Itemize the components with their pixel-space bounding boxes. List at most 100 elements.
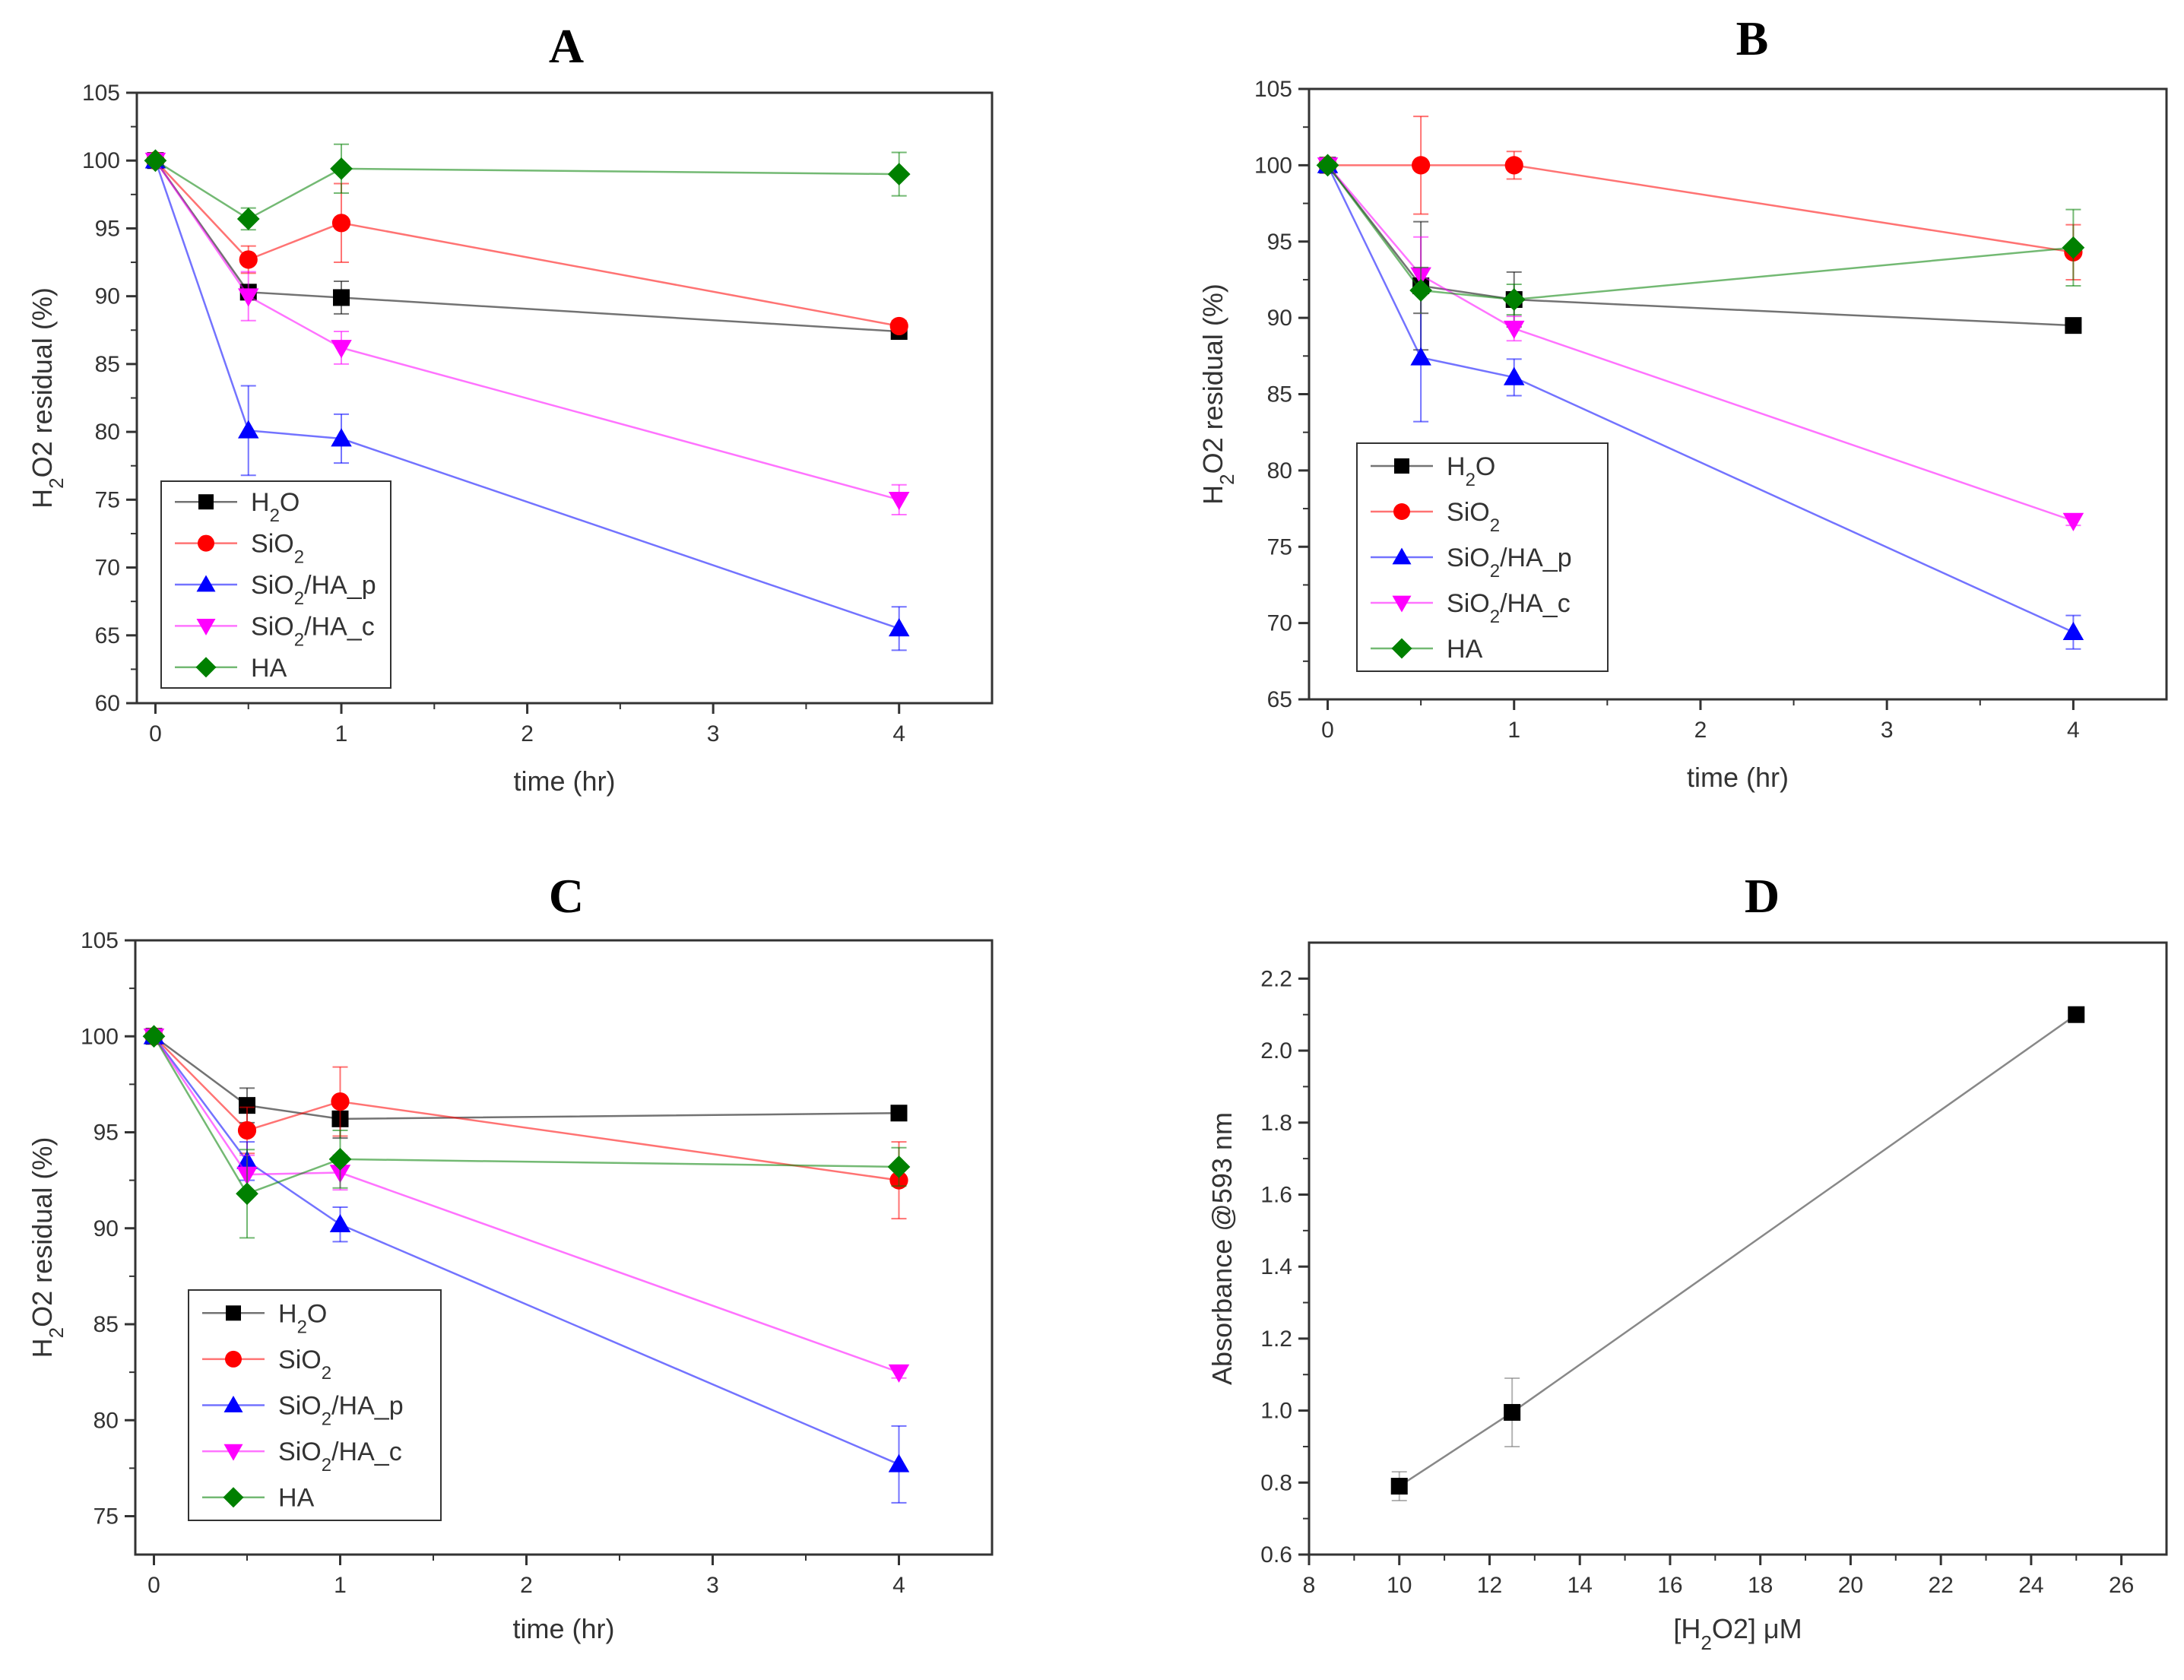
x-axis-title: time (hr) xyxy=(512,1613,614,1644)
x-tick-label: 18 xyxy=(1748,1573,1773,1598)
y-tick-label: 90 xyxy=(95,284,120,309)
panel-letter: D xyxy=(1745,869,1780,923)
x-tick-label: 3 xyxy=(706,1573,719,1598)
legend-label: SiO2/HA_p xyxy=(1447,544,1572,582)
legend-marker xyxy=(226,1305,241,1321)
legend-marker xyxy=(223,1444,243,1461)
y-tick-label: 75 xyxy=(95,487,120,512)
y-tick-label: 75 xyxy=(1267,534,1292,559)
data-point xyxy=(1503,366,1525,385)
series-ha xyxy=(144,143,911,231)
data-point xyxy=(1504,156,1523,175)
chart-panel-d: D 0.6 0.8 1.0 1.2 1.4 1.6 1.8 2.0 2.2 8 10 12 14 16 18 2… xyxy=(1206,869,2168,1654)
y-tick-label: 95 xyxy=(1267,230,1292,255)
x-tick-label: 4 xyxy=(892,721,905,746)
data-point xyxy=(1502,288,1526,311)
y-tick-label: 80 xyxy=(1267,458,1292,483)
x-tick-label: 1 xyxy=(1507,718,1520,743)
y-tick-label: 1.8 xyxy=(1260,1111,1292,1136)
data-point xyxy=(1316,154,1339,177)
y-tick-label: 80 xyxy=(95,420,120,445)
x-tick-label: 24 xyxy=(2018,1573,2043,1598)
y-tick-label: 75 xyxy=(94,1504,119,1529)
y-tick-label: 60 xyxy=(95,691,120,716)
x-tick-label: 26 xyxy=(2109,1573,2134,1598)
x-tick-label: 1 xyxy=(335,721,348,746)
x-tick-label: 0 xyxy=(147,1573,160,1598)
x-tick-label: 20 xyxy=(1838,1573,1863,1598)
y-tick-label: 1.4 xyxy=(1260,1254,1292,1279)
legend-label: SiO2/HA_p xyxy=(251,571,376,609)
legend-label: H2O xyxy=(278,1299,327,1337)
chart-panel-c: C 75 80 85 90 95 100 105 0 1 2 3 4 time (hr) H2O2 resi… xyxy=(27,869,994,1644)
data-point xyxy=(333,289,350,306)
y-tick-label: 1.0 xyxy=(1260,1399,1292,1424)
y-tick-label: 85 xyxy=(95,352,120,377)
y-tick-label: 80 xyxy=(94,1408,119,1433)
x-tick-label: 2 xyxy=(521,721,534,746)
data-point xyxy=(2062,236,2085,259)
series-line xyxy=(154,160,900,501)
y-tick-label: 100 xyxy=(81,1024,119,1049)
panel-letter: C xyxy=(549,869,584,923)
data-point xyxy=(237,420,259,439)
y-tick-label: 90 xyxy=(94,1216,119,1241)
y-tick-label: 70 xyxy=(1267,611,1292,636)
legend-marker xyxy=(196,575,216,592)
data-point xyxy=(236,1182,258,1206)
series-line xyxy=(154,160,899,333)
y-tick-label: 65 xyxy=(95,623,120,648)
x-axis-title: time (hr) xyxy=(513,766,615,797)
legend-label: HA xyxy=(1447,635,1483,664)
data-point xyxy=(890,1105,908,1122)
x-tick-label: 14 xyxy=(1567,1573,1593,1598)
x-tick-label: 2 xyxy=(520,1573,533,1598)
y-tick-label: 100 xyxy=(82,148,120,173)
y-tick-label: 2.2 xyxy=(1260,966,1292,991)
data-point xyxy=(331,1092,350,1111)
data-point xyxy=(328,1148,352,1171)
series-line xyxy=(1327,164,2074,327)
x-tick-label: 4 xyxy=(892,1573,905,1598)
x-tick-label: 4 xyxy=(2067,718,2080,743)
x-axis-title: time (hr) xyxy=(1687,762,1789,793)
y-tick-label: 70 xyxy=(95,556,120,581)
series-line xyxy=(1327,164,2074,254)
data-point xyxy=(239,1097,255,1114)
y-tick-label: 85 xyxy=(1267,382,1292,407)
legend-label: SiO2 xyxy=(278,1346,331,1384)
series-line xyxy=(153,1035,899,1466)
x-tick-label: 12 xyxy=(1477,1573,1502,1598)
data-point xyxy=(889,316,908,336)
data-point xyxy=(1412,156,1431,175)
legend-marker xyxy=(195,657,217,678)
series-ha xyxy=(142,1025,911,1239)
data-point xyxy=(888,1453,910,1472)
x-tick-label: 10 xyxy=(1387,1573,1412,1598)
data-point xyxy=(888,1364,910,1383)
legend-marker xyxy=(223,1396,243,1412)
data-point xyxy=(888,492,910,511)
legend-label: H2O xyxy=(1447,452,1495,490)
series-h2o xyxy=(147,152,908,341)
series-line xyxy=(153,1035,899,1181)
series-line xyxy=(153,1035,899,1121)
x-tick-label: 22 xyxy=(1928,1573,1953,1598)
y-tick-label: 105 xyxy=(82,81,120,106)
legend-marker xyxy=(1394,458,1409,474)
y-tick-label: 0.6 xyxy=(1260,1542,1292,1567)
data-point xyxy=(888,618,910,637)
data-point xyxy=(236,208,260,230)
plot-frame xyxy=(1308,941,2168,1556)
x-tick-label: 3 xyxy=(707,721,720,746)
series-line xyxy=(1399,1013,2077,1488)
data-point xyxy=(1503,320,1525,339)
legend-marker xyxy=(196,619,216,636)
y-tick-label: 90 xyxy=(1267,306,1292,331)
legend-marker xyxy=(198,494,214,510)
y-tick-label: 95 xyxy=(95,216,120,241)
